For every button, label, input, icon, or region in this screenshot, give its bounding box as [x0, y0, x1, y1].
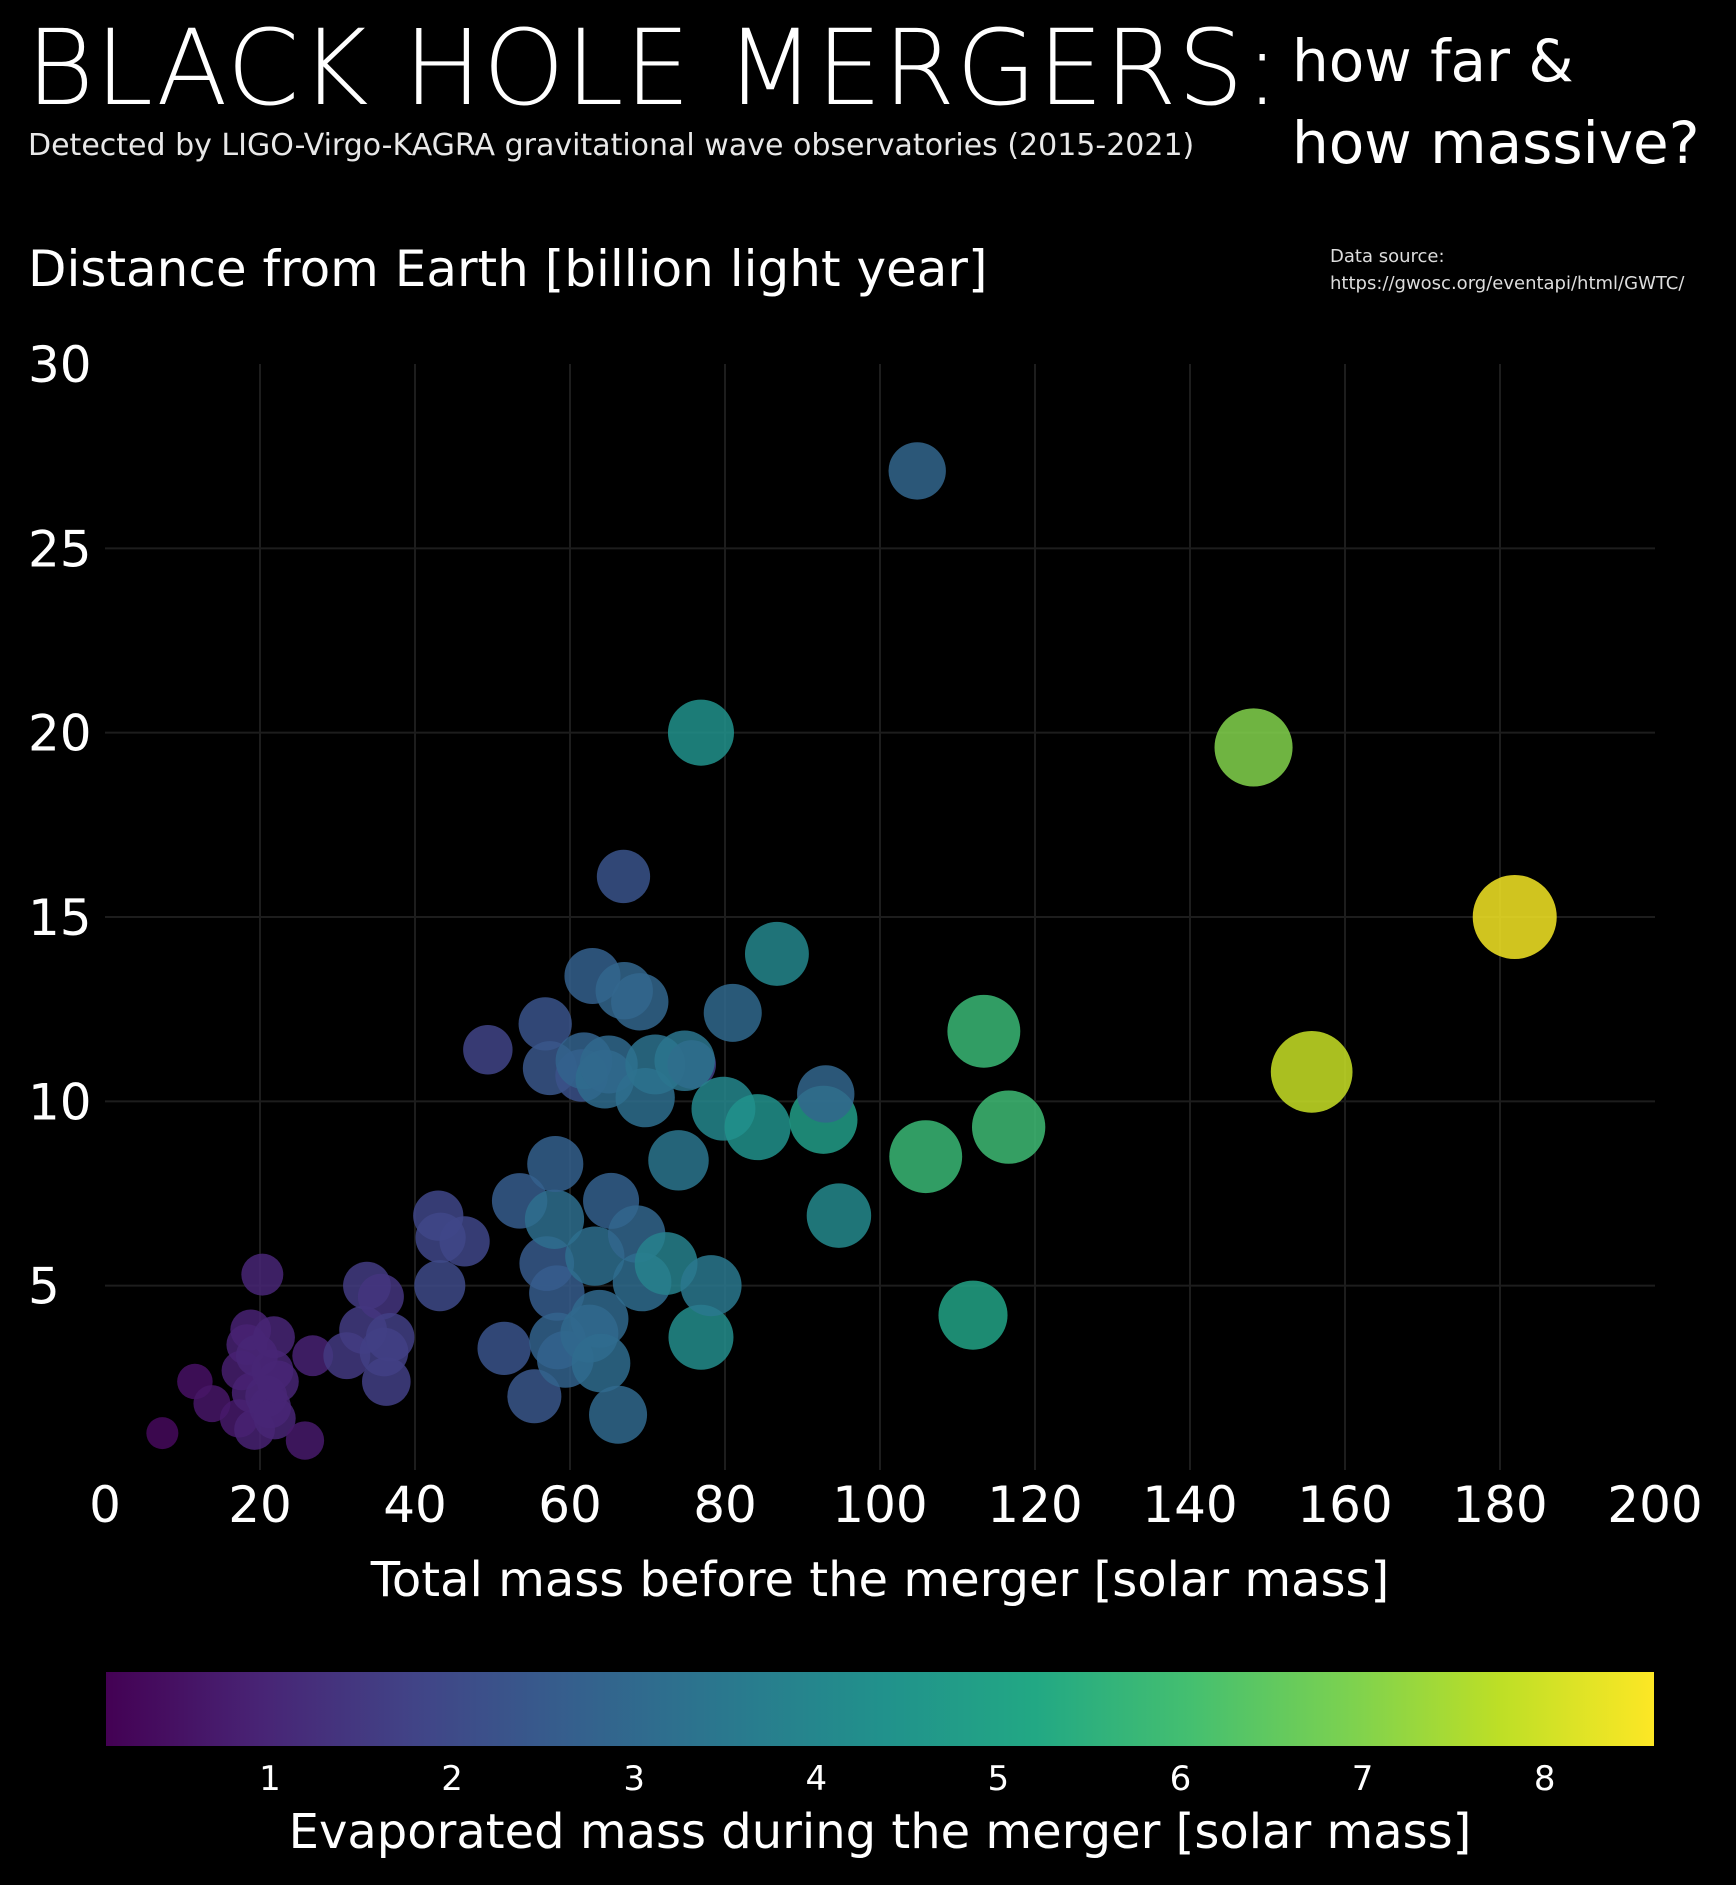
data-point [1270, 1030, 1353, 1113]
data-point [938, 1280, 1008, 1350]
data-point [362, 1357, 411, 1406]
data-point [285, 1421, 325, 1460]
grid-lines [105, 364, 1655, 1470]
data-point [1214, 708, 1293, 787]
y-axis-label: Distance from Earth [billion light year] [28, 240, 988, 298]
colorbar-tick-label: 1 [259, 1759, 281, 1799]
data-point [507, 1369, 562, 1424]
colorbar-tick-label: 5 [988, 1759, 1010, 1799]
data-point [529, 1265, 585, 1321]
data-point [806, 1183, 872, 1248]
data-source: Data source: https://gwosc.org/eventapi/… [1330, 243, 1684, 297]
x-tick-label: 120 [987, 1476, 1082, 1534]
colorbar-tick-label: 2 [441, 1759, 463, 1799]
data-point [1472, 875, 1557, 959]
data-point [292, 1335, 334, 1377]
data-point [947, 994, 1021, 1068]
colorbar-tick-label: 4 [805, 1759, 827, 1799]
data-point [654, 1030, 715, 1092]
data-point [596, 849, 651, 904]
data-point [253, 1397, 296, 1440]
data-source-url: https://gwosc.org/eventapi/html/GWTC/ [1330, 273, 1685, 294]
data-point [797, 1065, 855, 1123]
colorbar-tick-label: 7 [1352, 1759, 1374, 1799]
data-point [724, 1094, 791, 1161]
data-point [256, 1360, 299, 1403]
data-point [888, 442, 946, 500]
data-point [611, 973, 669, 1031]
data-point [477, 1321, 531, 1375]
y-tick-label: 10 [28, 1073, 92, 1131]
data-point [703, 983, 762, 1042]
data-point [518, 997, 572, 1051]
data-point [463, 1024, 513, 1075]
data-point [668, 1304, 734, 1370]
x-axis-ticks: 0 20 40 60 80 100 120 140 160 180 200 [89, 1476, 1703, 1534]
x-tick-label: 160 [1297, 1476, 1392, 1534]
data-point [889, 1120, 963, 1194]
data-source-label: Data source: [1330, 246, 1445, 267]
data-point [241, 1253, 284, 1296]
x-tick-label: 100 [832, 1476, 927, 1534]
chart-title: BLACK HOLE MERGERS: [26, 7, 1281, 129]
y-tick-label: 15 [28, 889, 92, 947]
x-tick-label: 40 [383, 1476, 447, 1534]
x-tick-label: 20 [228, 1476, 292, 1534]
y-axis-ticks: 5 10 15 20 25 30 [28, 336, 92, 1316]
y-tick-label: 5 [28, 1258, 60, 1316]
colorbar-tick-label: 3 [623, 1759, 645, 1799]
data-point [527, 1135, 584, 1193]
data-point [146, 1417, 179, 1450]
x-tick-label: 140 [1142, 1476, 1237, 1534]
x-tick-label: 200 [1607, 1476, 1702, 1534]
data-point [571, 1333, 631, 1393]
x-tick-label: 60 [538, 1476, 602, 1534]
data-point [414, 1260, 466, 1312]
chart-tagline: how far & how massive? [1292, 27, 1700, 177]
x-axis-label: Total mass before the merger [solar mass… [370, 1552, 1390, 1608]
x-tick-label: 180 [1452, 1476, 1547, 1534]
y-tick-label: 20 [28, 705, 92, 763]
colorbar [106, 1672, 1654, 1746]
x-tick-label: 80 [693, 1476, 757, 1534]
data-point [589, 1385, 648, 1444]
data-point [667, 699, 734, 766]
colorbar-ticks: 1 2 3 4 5 6 7 8 [259, 1759, 1555, 1799]
data-points [146, 442, 1557, 1460]
data-point [252, 1316, 295, 1359]
data-point [648, 1130, 709, 1191]
colorbar-label: Evaporated mass during the merger [solar… [289, 1804, 1472, 1860]
data-point [524, 1189, 585, 1249]
colorbar-tick-label: 8 [1534, 1759, 1556, 1799]
y-tick-label: 30 [28, 336, 92, 394]
data-point [365, 1312, 415, 1362]
chart-subtitle: Detected by LIGO-Virgo-KAGRA gravitation… [28, 128, 1195, 163]
x-tick-label: 0 [89, 1476, 121, 1534]
y-tick-label: 25 [28, 520, 92, 578]
colorbar-tick-label: 6 [1170, 1759, 1192, 1799]
data-point [680, 1255, 742, 1317]
data-point [971, 1090, 1046, 1164]
data-point [439, 1216, 490, 1267]
data-point [570, 1289, 629, 1348]
data-point [744, 921, 809, 986]
data-point [357, 1273, 404, 1320]
